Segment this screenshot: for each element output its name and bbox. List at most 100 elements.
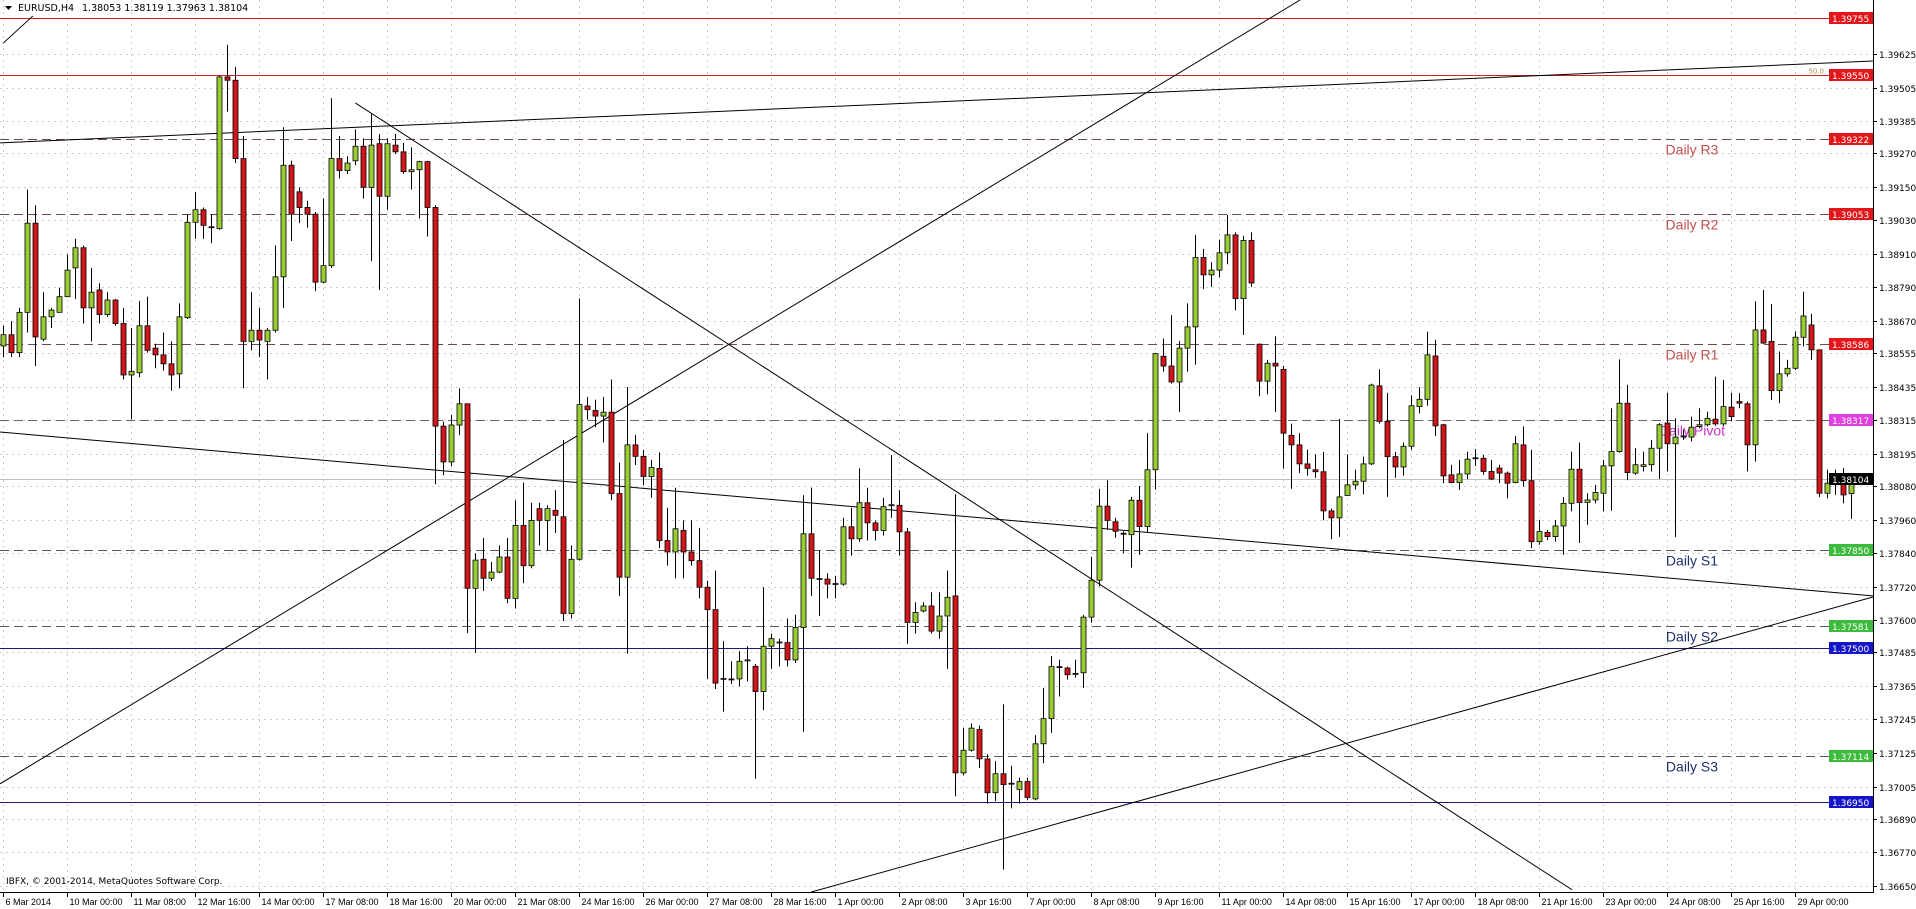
candle (1544, 529, 1551, 540)
candle-body-bullish (272, 276, 279, 331)
candle (128, 327, 135, 420)
candle-body-bullish (912, 611, 919, 623)
time-axis[interactable]: 6 Mar 2014 10 Mar 00:00 11 Mar 08:00 12 Mar… (3, 892, 1849, 907)
candle (368, 113, 375, 262)
time-tick-label: 11 Mar 08:00 (134, 897, 186, 907)
candle (504, 537, 511, 604)
candle (1048, 655, 1055, 733)
candle (424, 160, 431, 237)
candle (1664, 392, 1671, 472)
trendline[interactable] (0, 431, 1873, 597)
trendline[interactable] (811, 596, 1873, 892)
candle-body-bullish (416, 161, 423, 171)
candle (1784, 359, 1791, 377)
candle (1576, 442, 1583, 544)
candle-body-bearish (1136, 499, 1143, 527)
candle (1632, 448, 1639, 475)
candle (1624, 384, 1631, 481)
candle (1152, 352, 1159, 490)
candle (1160, 338, 1167, 372)
candle (872, 520, 879, 541)
candle (216, 75, 223, 230)
candle-body-bullish (1400, 445, 1407, 468)
candle-body-bearish (872, 522, 879, 531)
candle (920, 602, 927, 613)
candle (1528, 449, 1535, 549)
candle-body-bullish (1720, 406, 1727, 425)
candle (1016, 777, 1023, 804)
candle-body-bearish (1112, 521, 1119, 532)
candle-body-bullish (72, 247, 79, 269)
candle-body-bullish (600, 411, 607, 417)
trendline[interactable] (0, 0, 1301, 785)
candle (1448, 464, 1455, 484)
candle (1728, 392, 1735, 422)
candle-body-bearish (304, 207, 311, 215)
candle (1560, 497, 1567, 555)
candle-body-bearish (592, 410, 599, 417)
price-level-box (1829, 620, 1873, 632)
candle-body-bullish (1264, 362, 1271, 382)
candle-body-bullish (840, 526, 847, 585)
candle (808, 487, 815, 596)
candle-body-bearish (1808, 324, 1815, 351)
time-tick-label: 18 Mar 16:00 (390, 897, 443, 907)
candle-body-bearish (632, 444, 639, 457)
candle (552, 490, 559, 533)
time-tick-label: 9 Apr 16:00 (1158, 897, 1204, 907)
candle (1672, 418, 1679, 538)
trendlines[interactable] (0, 0, 1873, 892)
candle-body-bullish (1032, 743, 1039, 800)
candle (1464, 451, 1471, 479)
candle-body-bearish (1664, 422, 1671, 445)
candle (280, 127, 287, 308)
candle (456, 388, 463, 436)
candle-body-bullish (184, 221, 191, 319)
candle (912, 602, 919, 634)
candle-body-bullish (1824, 482, 1831, 494)
candle (1000, 704, 1007, 870)
price-tick-label: 1.39385 (1879, 118, 1916, 128)
candle-body-bearish (1760, 329, 1767, 344)
candle (1488, 459, 1495, 481)
trendline[interactable] (355, 102, 1573, 891)
candle-body-bearish (1496, 467, 1503, 474)
candle (256, 307, 263, 358)
candle (792, 614, 799, 663)
candle-body-bullish (624, 444, 631, 578)
candle-body-bullish (1176, 347, 1183, 383)
candle-body-bearish (1440, 424, 1447, 477)
candle (496, 545, 503, 574)
triangle-down-icon[interactable] (5, 6, 12, 10)
candle (112, 298, 119, 326)
price-level-box-label: 1.36950 (1832, 799, 1869, 809)
candle (1320, 451, 1327, 521)
candle (1280, 366, 1287, 469)
price-axis[interactable]: 1.39625 1.39505 1.39385 1.39270 1.39150 1.390… (1873, 51, 1916, 893)
price-tick-label: 1.38555 (1879, 350, 1916, 360)
candle (1288, 423, 1295, 489)
candle-body-bearish (808, 533, 815, 579)
candle (696, 527, 703, 599)
time-tick-label: 20 Mar 00:00 (454, 897, 507, 907)
candle-body-bullish (1696, 424, 1703, 427)
price-tick-label: 1.37125 (1879, 750, 1916, 760)
candle-body-bearish (984, 758, 991, 794)
price-level-box (1829, 338, 1873, 350)
price-tick-label: 1.37600 (1879, 617, 1916, 627)
trendline[interactable] (0, 60, 1873, 144)
candle (1584, 493, 1591, 525)
price-tick-label: 1.39030 (1879, 217, 1916, 227)
candle-body-bearish (1736, 401, 1743, 404)
candle (1232, 232, 1239, 311)
candle (1144, 433, 1151, 533)
candle-body-bearish (1528, 480, 1535, 543)
candle-body-bearish (784, 642, 791, 661)
time-tick-label: 12 Mar 16:00 (198, 897, 251, 907)
candle (704, 580, 711, 679)
candle-body-bearish (664, 540, 671, 553)
price-level-box (1829, 69, 1873, 81)
trendline[interactable] (2, 15, 34, 44)
